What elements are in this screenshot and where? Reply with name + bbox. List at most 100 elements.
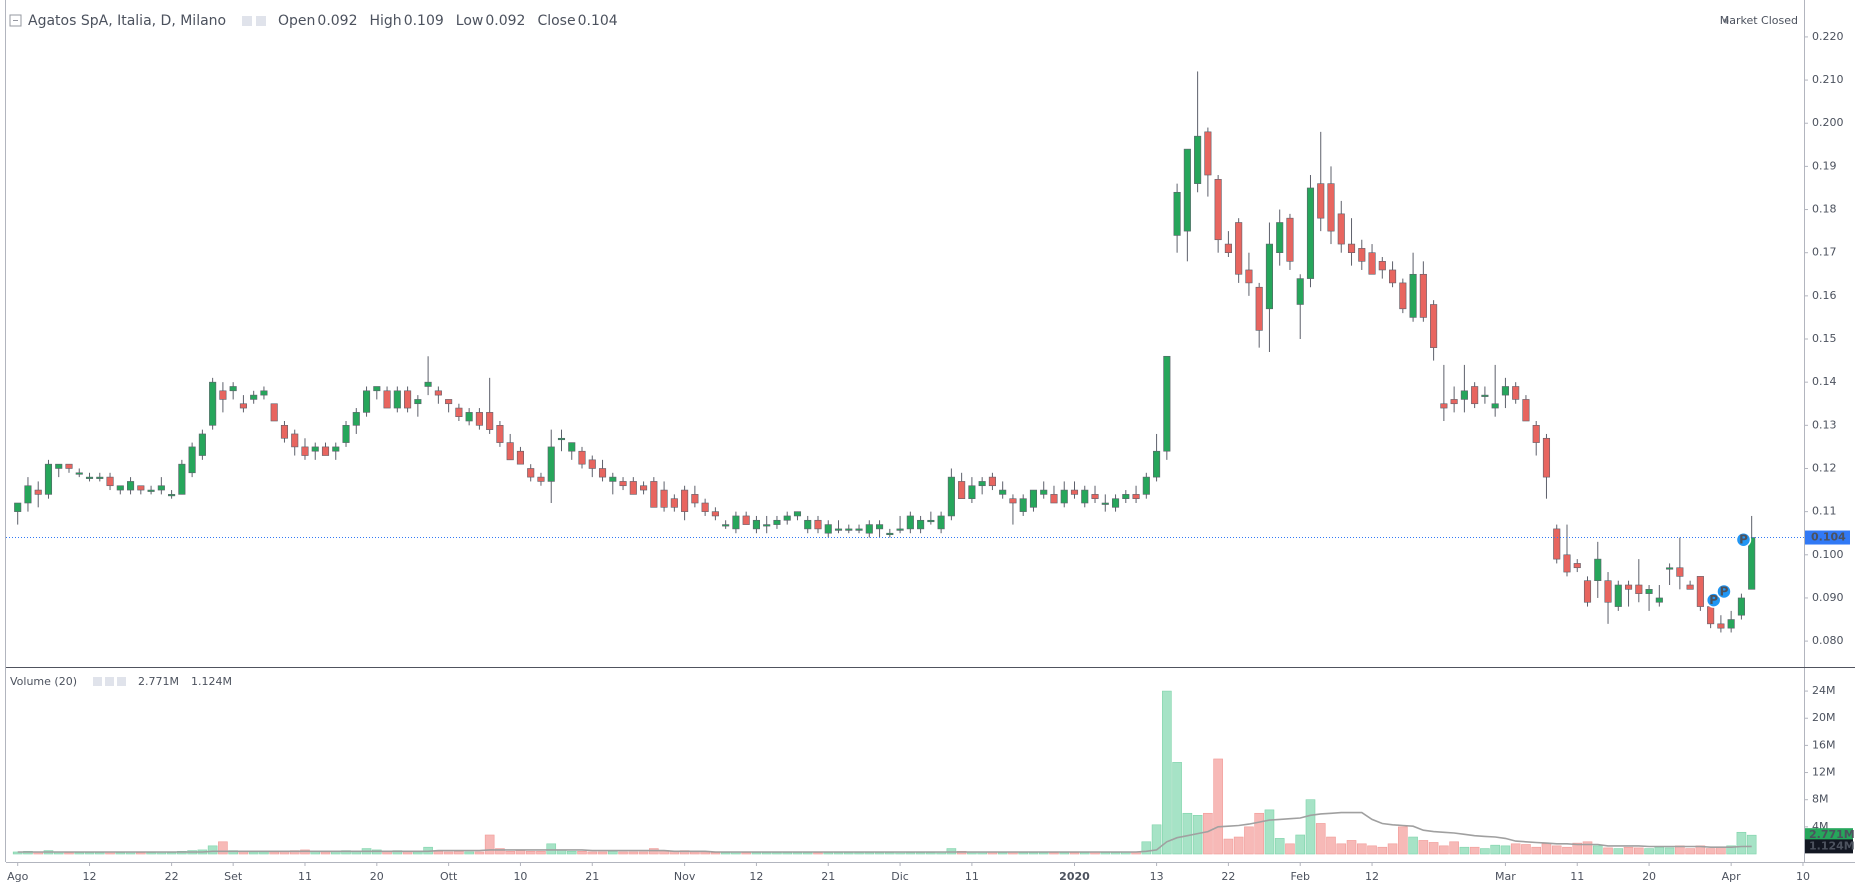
candle-body (1173, 191, 1181, 236)
volume-axis-tag (1805, 828, 1853, 843)
volume-bar (1418, 840, 1429, 855)
candle-body (1255, 286, 1263, 331)
volume-bar (1110, 852, 1121, 855)
candle-body (455, 407, 463, 417)
candle-body (1235, 222, 1243, 275)
x-tick-label: 20 (1642, 870, 1656, 883)
candle-body (393, 390, 401, 409)
candle-body (999, 489, 1007, 495)
volume-bar (1274, 838, 1285, 855)
candle-body (670, 498, 678, 508)
candle-body (506, 442, 514, 461)
volume-bar (115, 852, 126, 855)
y-tick-label: 0.13 (1812, 418, 1837, 431)
volume-bar (1398, 826, 1408, 855)
volume-bar (1521, 844, 1531, 855)
candle-body (198, 433, 206, 456)
volume-bar (1716, 846, 1726, 855)
candle-body (1501, 386, 1509, 396)
volume-bar (1356, 843, 1367, 855)
candle-body (414, 399, 422, 405)
volume-bar (269, 851, 280, 855)
volume-bar (1295, 834, 1306, 855)
volume-bar (248, 851, 259, 855)
dividend-marker-label: P (1709, 593, 1718, 607)
candle-body (1091, 494, 1099, 499)
volume-bar (1664, 847, 1675, 855)
candle-body (1419, 273, 1427, 318)
y-tick-label: 0.090 (1812, 591, 1844, 604)
candle-body (1573, 563, 1581, 569)
candle-body (773, 519, 781, 525)
candle-body (711, 511, 719, 517)
volume-remove-icon[interactable] (117, 677, 126, 686)
volume-bar (1151, 824, 1162, 855)
y-tick-label: 0.11 (1812, 505, 1837, 518)
candle-body (783, 515, 791, 521)
candle-body (1542, 437, 1551, 478)
volume-hide-icon[interactable] (105, 677, 114, 686)
candle-body (239, 403, 247, 409)
candle-body (424, 381, 432, 387)
volume-axis-tag-label: 1.124M (1809, 839, 1855, 852)
volume-bar (1326, 836, 1336, 855)
candle-body (291, 433, 299, 448)
ohlc-value: 0.092 (485, 13, 525, 29)
volume-bar (1079, 852, 1090, 855)
volume-bar (1028, 852, 1039, 855)
collapse-button[interactable] (9, 14, 22, 27)
candle-body (557, 437, 566, 441)
candle-body (1676, 567, 1684, 577)
candle-body (250, 394, 258, 400)
volume-bar (1562, 846, 1572, 855)
volume-bar (1603, 847, 1613, 855)
x-tick-label: Apr (1722, 870, 1742, 883)
volume-bar (1367, 845, 1377, 855)
candle-body (1696, 576, 1704, 607)
volume-bar (1233, 836, 1244, 855)
x-tick-label: Nov (674, 870, 696, 883)
candle-body (1389, 269, 1397, 284)
candle-body (978, 481, 986, 487)
dividend-marker-label: P (1720, 584, 1729, 598)
settings-icon[interactable] (242, 16, 252, 26)
candle-body (1481, 394, 1489, 397)
candle-body (1265, 243, 1273, 310)
x-tick-label: Ott (440, 870, 458, 883)
candle-body (609, 476, 617, 482)
volume-bar (1182, 812, 1193, 855)
candle-body (168, 494, 176, 497)
y-tick-label: 0.19 (1812, 159, 1837, 172)
x-tick-label: 12 (749, 870, 763, 883)
candle-body (1604, 580, 1612, 603)
candle-body (147, 489, 155, 492)
candle-body (660, 489, 668, 508)
candle-body (1358, 248, 1366, 262)
candle-body (1430, 304, 1438, 348)
volume-axis-tag (1805, 839, 1853, 854)
x-tick-label: 11 (1570, 870, 1584, 883)
volume-settings-icon[interactable] (93, 677, 102, 686)
volume-bar (12, 851, 23, 855)
candle-body (1409, 273, 1417, 318)
candle-body (1727, 619, 1735, 629)
volume-bar (413, 851, 423, 855)
volume-bar (74, 852, 85, 855)
candle-body (681, 489, 689, 512)
volume-bar (1459, 846, 1470, 855)
volume-bar (1480, 848, 1490, 855)
candle-body (1214, 179, 1222, 241)
volume-readout: 2.771M (138, 675, 179, 688)
volume-bar (515, 850, 526, 855)
volume-y-tick-label: 16M (1812, 738, 1836, 751)
candle-body (1583, 580, 1592, 603)
volume-bar (802, 852, 813, 855)
volume-bar (94, 852, 105, 855)
y-tick-label: 0.17 (1812, 246, 1837, 259)
candle-body (24, 485, 32, 504)
hide-icon[interactable] (256, 16, 266, 26)
volume-bar (864, 852, 875, 855)
volume-bar (536, 850, 546, 855)
y-tick-label: 0.15 (1812, 332, 1837, 345)
